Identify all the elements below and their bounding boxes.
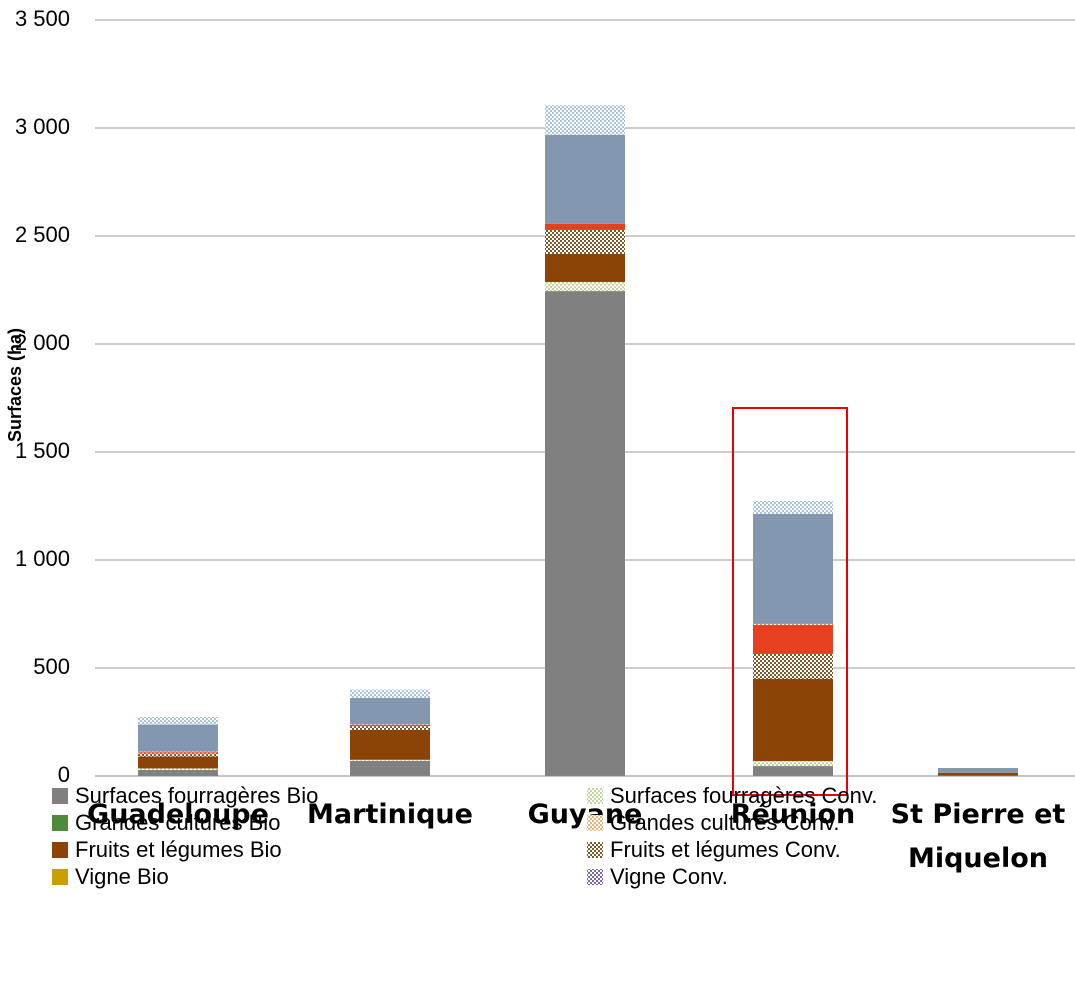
bar-segment <box>545 134 625 224</box>
bar-segment <box>138 756 218 769</box>
legend-swatch <box>587 788 603 804</box>
bar-segment <box>350 729 430 760</box>
legend-swatch <box>587 869 603 885</box>
legend-swatch <box>52 788 68 804</box>
legend-label: Surfaces fourragères Bio <box>75 783 318 808</box>
y-tick-label: 2 500 <box>15 222 70 247</box>
x-tick-label-box: Martinique <box>307 799 473 830</box>
legend-swatch <box>52 815 68 831</box>
y-tick-label: 3 500 <box>15 6 70 31</box>
legend-swatch <box>587 842 603 858</box>
x-tick-label-box: Guadeloupe <box>87 799 269 830</box>
legend-swatch <box>52 842 68 858</box>
bar-segment <box>938 768 1018 773</box>
bar-segment <box>753 766 833 776</box>
x-tick-label-box: Guyane <box>527 799 643 830</box>
bar-segment <box>350 760 430 761</box>
bar-segment <box>753 623 833 626</box>
y-tick-label: 500 <box>33 654 70 679</box>
y-tick-label: 1 000 <box>15 546 70 571</box>
bar-segment <box>138 751 218 753</box>
legend-label: Grandes cultures Bio <box>75 810 280 835</box>
bar-segment <box>545 291 625 776</box>
bar-segment <box>938 772 1018 776</box>
y-tick-label: 1 500 <box>15 438 70 463</box>
bar-segment <box>545 253 625 283</box>
bar-segment <box>545 105 625 135</box>
legend-label: Surfaces fourragères Conv. <box>610 783 877 808</box>
legend-swatch <box>52 869 68 885</box>
legend-label: Vigne Bio <box>75 864 169 889</box>
bar-segment <box>138 753 218 757</box>
bar-segment <box>350 724 430 726</box>
y-tick-label: 2 000 <box>15 330 70 355</box>
bar-segment <box>753 625 833 654</box>
bar-segment <box>350 689 430 699</box>
bar-segment <box>138 724 218 752</box>
y-axis-label: Surfaces (ha) <box>5 328 25 442</box>
legend-label: Grandes cultures Conv. <box>610 810 839 835</box>
bar-segment <box>138 768 218 770</box>
bar-segment <box>138 752 218 754</box>
bar-segment <box>350 726 430 730</box>
bar-segment <box>753 501 833 514</box>
legend-label: Vigne Conv. <box>610 864 728 889</box>
x-tick-label: St Pierre et Miquelon <box>890 799 1066 874</box>
bar-segment <box>753 761 833 767</box>
highlight-box <box>732 407 848 796</box>
bar-segment <box>753 653 833 680</box>
x-tick-label-box: Réunion <box>730 799 856 830</box>
x-tick-label-box: St Pierre et Miquelon <box>890 799 1066 874</box>
x-tick-label: Guyane <box>527 799 643 830</box>
bar-segment <box>350 698 430 725</box>
y-tick-label: 3 000 <box>15 114 70 139</box>
legend-swatch <box>587 815 603 831</box>
bar-segment <box>350 760 430 776</box>
legend-label: Fruits et légumes Conv. <box>610 837 841 862</box>
bar-segment <box>138 769 218 776</box>
bar-segment <box>138 717 218 725</box>
bar-segment <box>350 725 430 727</box>
bar-segment <box>753 679 833 762</box>
bar-segment <box>753 513 833 624</box>
legend-label: Fruits et légumes Bio <box>75 837 282 862</box>
y-tick-label: 0 <box>58 762 70 787</box>
x-tick-label: Guadeloupe <box>87 799 269 830</box>
bar-segment <box>545 223 625 230</box>
x-tick-label: Martinique <box>307 799 473 830</box>
x-tick-label: Réunion <box>730 799 856 830</box>
bar-segment <box>545 229 625 254</box>
bar-segment <box>545 282 625 292</box>
